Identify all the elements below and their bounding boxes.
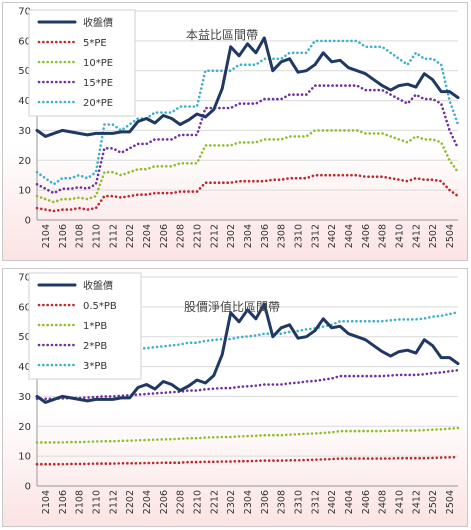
y-tick-label: 10 bbox=[18, 452, 31, 463]
series-line-2 bbox=[35, 129, 460, 204]
x-tick-label: 2502 bbox=[428, 224, 439, 248]
x-tick-label: 2112 bbox=[108, 490, 119, 514]
x-tick-label: 2212 bbox=[209, 224, 220, 248]
x-tick-label: 2410 bbox=[395, 490, 406, 514]
x-tick-label: 2406 bbox=[361, 224, 372, 248]
x-tick-label: 2404 bbox=[344, 224, 355, 248]
x-tick-label: 2104 bbox=[41, 490, 52, 514]
legend-label: 1*PB bbox=[83, 321, 107, 332]
series-line-2 bbox=[35, 426, 460, 444]
legend-label: 3*PB bbox=[83, 361, 107, 372]
x-tick-label: 2210 bbox=[192, 490, 203, 514]
pb-band-chart: 0 10 20 30 40 50 60 70 2104 2106 2108 2110 2112 2202 2… bbox=[18, 272, 460, 514]
series-line-1 bbox=[35, 173, 460, 213]
y-tick-label: 50 bbox=[18, 66, 31, 77]
x-tick-label: 2110 bbox=[91, 490, 102, 514]
x-tick-label: 2312 bbox=[310, 490, 321, 514]
x-tick-label: 2412 bbox=[411, 490, 422, 514]
x-tick-label: 2104 bbox=[41, 224, 52, 248]
x-tick-label: 2202 bbox=[125, 490, 136, 514]
legend-label: 5*PE bbox=[83, 38, 107, 49]
x-tick-label: 2308 bbox=[277, 490, 288, 514]
x-tick-label: 2204 bbox=[142, 490, 153, 514]
series-line-4 bbox=[35, 39, 460, 186]
y-tick-label: 60 bbox=[18, 36, 31, 47]
x-tick-label: 2110 bbox=[91, 224, 102, 248]
x-tick-label: 2304 bbox=[243, 490, 254, 514]
x-tick-label: 2204 bbox=[142, 224, 153, 248]
x-tick-label: 2406 bbox=[361, 490, 372, 514]
x-tick-label: 2504 bbox=[445, 490, 456, 514]
legend-label: 收盤價 bbox=[83, 279, 113, 292]
x-tick-label: 2302 bbox=[226, 490, 237, 514]
legend-label: 2*PB bbox=[83, 341, 107, 352]
y-tick-label: 70 bbox=[18, 7, 31, 18]
legend-label: 10*PE bbox=[83, 58, 113, 69]
legend-label: 0.5*PB bbox=[83, 301, 117, 312]
x-tick-label: 2310 bbox=[294, 490, 305, 514]
x-tick-label: 2404 bbox=[344, 490, 355, 514]
x-tick-label: 2504 bbox=[445, 224, 456, 248]
x-tick-label: 2502 bbox=[428, 490, 439, 514]
y-tick-label: 0 bbox=[25, 482, 31, 493]
x-tick-label: 2408 bbox=[378, 224, 389, 248]
y-tick-label: 30 bbox=[18, 392, 31, 403]
pb-band-chart-panel: 0 10 20 30 40 50 60 70 2104 2106 2108 2110 2112 2202 2… bbox=[2, 268, 468, 527]
x-tick-label: 2106 bbox=[58, 224, 69, 248]
y-tick-label: 40 bbox=[18, 362, 31, 373]
x-tick-label: 2210 bbox=[192, 224, 203, 248]
series-line-0 bbox=[35, 36, 460, 138]
x-tick-label: 2402 bbox=[327, 490, 338, 514]
legend-label: 20*PE bbox=[83, 98, 113, 109]
y-tick-label: 20 bbox=[18, 422, 31, 433]
series-line-0 bbox=[35, 302, 460, 404]
legend-label: 收盤價 bbox=[83, 16, 113, 29]
x-tick-label: 2208 bbox=[176, 224, 187, 248]
x-tick-label: 2302 bbox=[226, 224, 237, 248]
series-line-4 bbox=[35, 310, 460, 357]
x-tick-label: 2410 bbox=[395, 224, 406, 248]
x-tick-label: 2402 bbox=[327, 224, 338, 248]
y-tick-label: 0 bbox=[25, 216, 31, 227]
series-line-1 bbox=[35, 455, 460, 466]
x-tick-label: 2306 bbox=[260, 490, 271, 514]
x-tick-label: 2308 bbox=[277, 224, 288, 248]
x-tick-label: 2202 bbox=[125, 224, 136, 248]
x-tick-label: 2206 bbox=[159, 224, 170, 248]
pe-band-chart-panel: 0 10 20 30 40 50 60 70 2104 2106 2108 2110 2112 2202 2… bbox=[2, 2, 468, 261]
x-tick-label: 2304 bbox=[243, 224, 254, 248]
x-tick-label: 2112 bbox=[108, 224, 119, 248]
y-tick-label: 40 bbox=[18, 96, 31, 107]
legend-box bbox=[28, 9, 136, 117]
y-tick-label: 10 bbox=[18, 186, 31, 197]
x-tick-label: 2312 bbox=[310, 224, 321, 248]
x-tick-label: 2306 bbox=[260, 224, 271, 248]
y-tick-label: 30 bbox=[18, 126, 31, 137]
series-line-3 bbox=[35, 368, 460, 401]
x-tick-label: 2206 bbox=[159, 490, 170, 514]
pe-band-chart: 0 10 20 30 40 50 60 70 2104 2106 2108 2110 2112 2202 2… bbox=[18, 7, 460, 248]
series-line-3 bbox=[35, 84, 460, 195]
y-tick-label: 70 bbox=[18, 273, 31, 284]
x-tick-label: 2108 bbox=[75, 490, 86, 514]
chart-title: 本益比區間帶 bbox=[186, 28, 258, 42]
x-tick-label: 2212 bbox=[209, 490, 220, 514]
x-tick-label: 2310 bbox=[294, 224, 305, 248]
y-tick-label: 60 bbox=[18, 302, 31, 313]
x-tick-label: 2108 bbox=[75, 224, 86, 248]
chart-title: 股價淨值比區間帶 bbox=[184, 299, 280, 314]
y-tick-label: 50 bbox=[18, 332, 31, 343]
legend-label: 15*PE bbox=[83, 78, 113, 89]
x-tick-label: 2412 bbox=[411, 224, 422, 248]
x-tick-label: 2208 bbox=[176, 490, 187, 514]
y-tick-label: 20 bbox=[18, 156, 31, 167]
x-tick-label: 2408 bbox=[378, 490, 389, 514]
x-tick-label: 2106 bbox=[58, 490, 69, 514]
